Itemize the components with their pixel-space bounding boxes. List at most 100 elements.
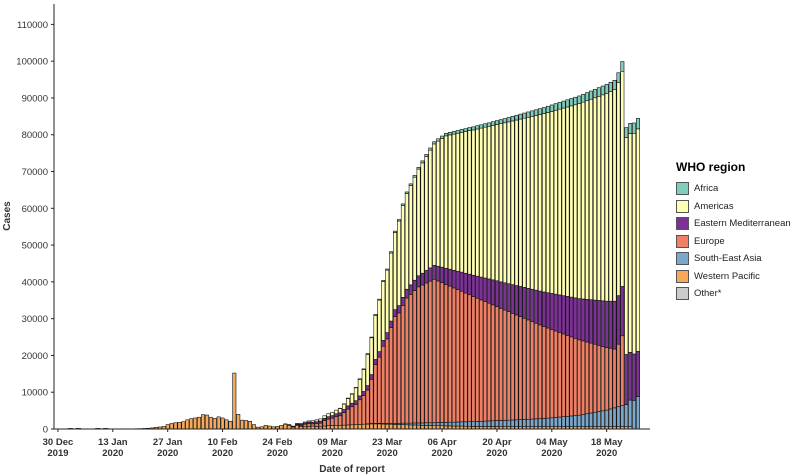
y-tick-label-90000: 90000 — [22, 93, 48, 104]
bar-americas-day-133 — [577, 103, 582, 299]
bar-eastern-mediterranean-day-126 — [549, 293, 554, 330]
bar-africa-day-91 — [412, 175, 417, 178]
bar-south-east-asia-day-98 — [440, 422, 445, 426]
bar-south-east-asia-day-127 — [553, 417, 558, 427]
bar-americas-day-122 — [534, 115, 539, 291]
bar-south-east-asia-day-92 — [416, 422, 421, 426]
bar-europe-day-128 — [557, 332, 562, 418]
bar-western-pacific-day-91 — [412, 424, 417, 430]
bar-americas-day-76 — [353, 387, 358, 401]
bar-africa-day-119 — [522, 112, 527, 119]
bar-europe-day-71 — [334, 416, 339, 426]
bar-africa-day-111 — [491, 121, 495, 126]
bar-south-east-asia-day-108 — [479, 420, 484, 427]
bar-south-east-asia-day-142 — [612, 407, 617, 427]
bar-western-pacific-day-42 — [220, 417, 225, 430]
bar-eastern-mediterranean-day-124 — [542, 291, 546, 327]
bar-western-pacific-day-57 — [279, 425, 284, 430]
bar-eastern-mediterranean-day-130 — [565, 296, 570, 336]
bar-eastern-mediterranean-day-98 — [440, 266, 445, 283]
bar-eastern-mediterranean-day-137 — [592, 299, 597, 345]
bar-americas-day-120 — [526, 116, 531, 289]
bar-western-pacific-day-80 — [369, 423, 374, 430]
bar-europe-day-132 — [573, 338, 578, 416]
bar-europe-day-95 — [428, 280, 433, 424]
bar-eastern-mediterranean-day-145 — [624, 354, 629, 405]
bar-eastern-mediterranean-day-79 — [365, 385, 370, 391]
bar-africa-day-138 — [596, 87, 601, 97]
legend-label: Europe — [694, 235, 725, 247]
bar-south-east-asia-day-122 — [534, 418, 539, 427]
bar-europe-day-79 — [365, 389, 370, 425]
bar-south-east-asia-day-116 — [510, 419, 515, 427]
bar-americas-day-89 — [404, 193, 409, 290]
bar-americas-day-103 — [459, 132, 464, 273]
bar-europe-day-101 — [451, 287, 456, 423]
bar-south-east-asia-day-109 — [483, 420, 488, 427]
bar-africa-day-109 — [483, 123, 488, 128]
bar-south-east-asia-day-140 — [604, 409, 609, 427]
bar-americas-day-83 — [381, 281, 386, 341]
bar-americas-day-82 — [377, 299, 382, 352]
bar-americas-day-131 — [569, 105, 574, 298]
bar-americas-day-94 — [424, 156, 429, 271]
bar-eastern-mediterranean-day-140 — [604, 300, 609, 348]
bar-south-east-asia-day-94 — [424, 422, 429, 426]
bar-south-east-asia-day-121 — [530, 418, 535, 427]
bar-europe-day-75 — [349, 406, 354, 426]
bar-americas-day-109 — [483, 126, 488, 279]
bar-western-pacific-day-92 — [416, 424, 421, 430]
bar-europe-day-124 — [542, 326, 546, 419]
bar-western-pacific-day-33 — [185, 419, 190, 430]
bar-eastern-mediterranean-day-74 — [346, 405, 350, 410]
bar-western-pacific-day-36 — [197, 416, 202, 430]
x-axis-title: Date of report — [319, 464, 385, 474]
bar-western-pacific-day-28 — [165, 424, 170, 430]
bar-europe-day-98 — [440, 282, 445, 423]
bar-western-pacific-day-72 — [338, 425, 343, 430]
bar-western-pacific-day-71 — [334, 425, 339, 430]
x-tick-label-8-line-0: 20 Apr — [482, 437, 512, 448]
bar-americas-day-102 — [455, 132, 460, 272]
bar-south-east-asia-day-117 — [514, 419, 519, 427]
bar-south-east-asia-day-126 — [549, 417, 554, 427]
bar-europe-day-84 — [385, 338, 390, 424]
bar-americas-day-108 — [479, 127, 484, 278]
bar-africa-day-112 — [494, 120, 499, 125]
y-tick-label-10000: 10000 — [22, 388, 48, 399]
bar-africa-day-140 — [604, 84, 609, 94]
bar-americas-day-72 — [338, 408, 343, 414]
bar-south-east-asia-day-99 — [444, 422, 448, 427]
y-tick-label-110000: 110000 — [17, 20, 48, 31]
bar-eastern-mediterranean-day-123 — [538, 290, 543, 326]
bar-eastern-mediterranean-day-83 — [381, 340, 386, 347]
bar-africa-day-104 — [463, 128, 468, 132]
bar-south-east-asia-day-102 — [455, 421, 460, 427]
bar-south-east-asia-day-148 — [636, 396, 641, 430]
bar-europe-day-109 — [483, 301, 488, 422]
x-tick-label-5-line-0: 09 Mar — [317, 437, 347, 448]
bar-africa-day-85 — [389, 251, 394, 254]
bar-americas-day-115 — [506, 121, 511, 285]
bar-americas-day-75 — [349, 393, 354, 404]
bar-eastern-mediterranean-day-121 — [530, 288, 535, 322]
bar-south-east-asia-day-104 — [463, 421, 468, 427]
bar-eastern-mediterranean-day-92 — [416, 275, 421, 288]
bar-eastern-mediterranean-day-117 — [514, 285, 519, 316]
bar-south-east-asia-day-111 — [491, 420, 495, 427]
bar-africa-day-142 — [612, 80, 617, 90]
bar-africa-day-117 — [514, 114, 519, 121]
y-axis-title: Cases — [2, 201, 13, 231]
bar-europe-day-72 — [338, 415, 343, 426]
bar-western-pacific-day-79 — [365, 423, 370, 430]
bar-americas-day-110 — [487, 125, 492, 280]
x-tick-label-10-line-1: 2020 — [596, 448, 617, 459]
bar-eastern-mediterranean-day-88 — [400, 297, 405, 306]
bar-eastern-mediterranean-day-103 — [459, 271, 464, 292]
bar-europe-day-78 — [361, 395, 366, 425]
bar-americas-day-126 — [549, 111, 554, 294]
bar-americas-day-98 — [440, 138, 445, 268]
bar-europe-day-80 — [369, 379, 374, 424]
bar-western-pacific-day-76 — [353, 424, 358, 430]
